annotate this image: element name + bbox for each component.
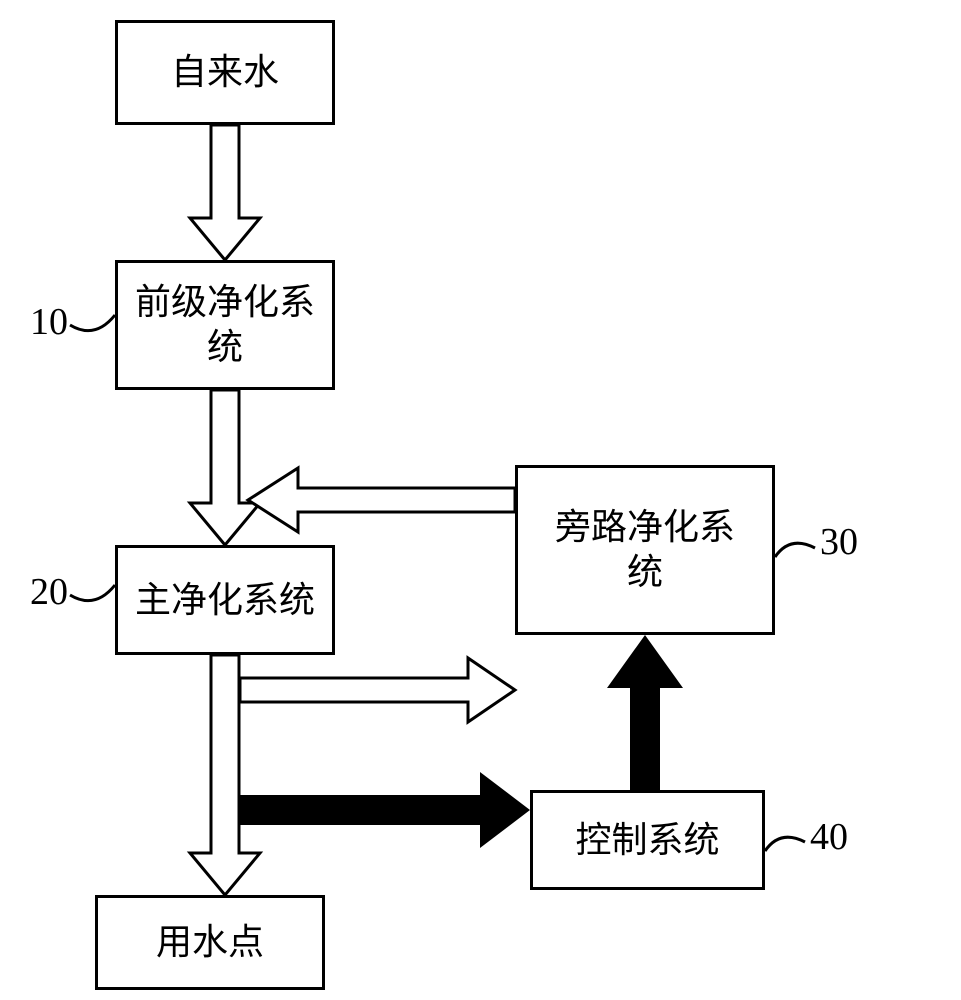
connectors	[0, 0, 961, 1000]
leader-20	[70, 585, 115, 601]
arrow-ctrl-bypass	[607, 635, 683, 790]
arrow-main-bypass	[240, 658, 515, 722]
arrow-pre-main	[190, 390, 260, 545]
leader-40	[765, 837, 805, 851]
arrow-bypass-return	[248, 468, 515, 532]
leader-30	[775, 543, 815, 557]
arrow-tap-pre	[190, 125, 260, 260]
leader-10	[70, 315, 115, 331]
arrow-main-ctrl	[240, 772, 530, 848]
diagram-canvas: 自来水 前级净化系 统 主净化系统 旁路净化系 统 控制系统 用水点 10 20…	[0, 0, 961, 1000]
